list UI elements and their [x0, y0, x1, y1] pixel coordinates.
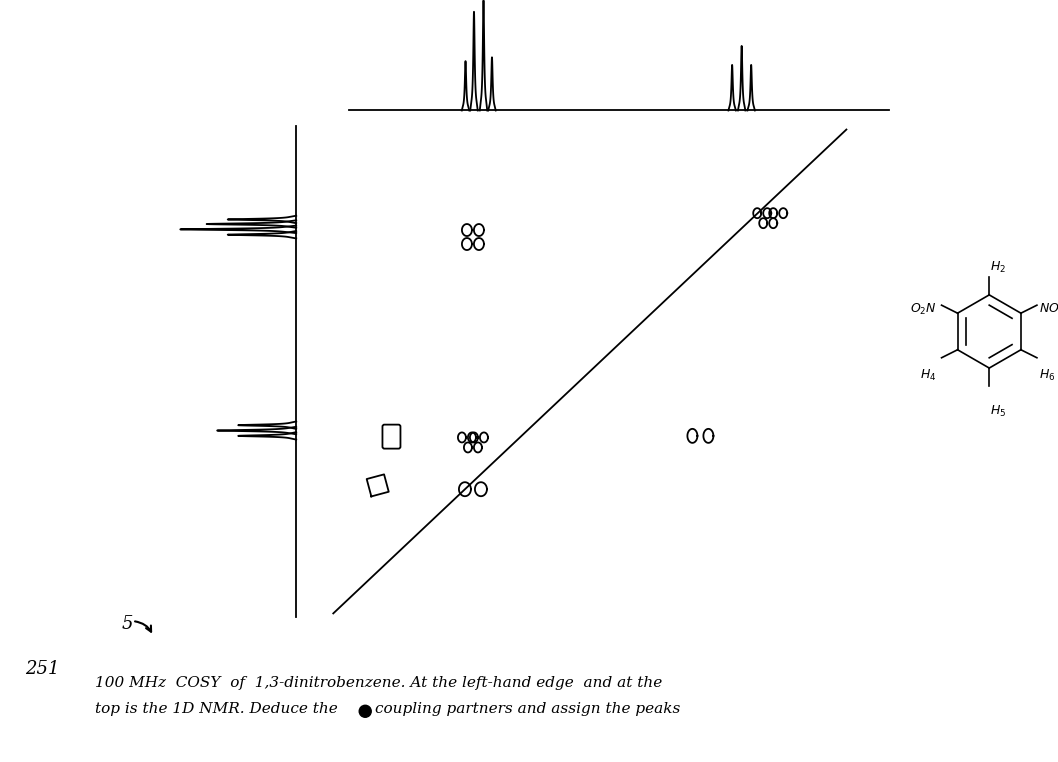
Text: coupling partners and assign the peaks: coupling partners and assign the peaks: [376, 703, 680, 716]
Text: 251: 251: [25, 661, 59, 678]
Circle shape: [360, 706, 371, 717]
Text: 100 MHz  COSY  of  1,3-dinitrobenzene. At the left-hand edge  and at the: 100 MHz COSY of 1,3-dinitrobenzene. At t…: [95, 676, 662, 690]
Text: $NO_2$: $NO_2$: [1039, 302, 1058, 317]
Text: top is the 1D NMR. Deduce the: top is the 1D NMR. Deduce the: [95, 703, 338, 716]
Text: $H_4$: $H_4$: [919, 368, 936, 383]
Text: $O_2N$: $O_2N$: [910, 302, 936, 317]
Text: $H_6$: $H_6$: [1039, 368, 1055, 383]
Text: $H_5$: $H_5$: [990, 404, 1006, 419]
Text: $H_2$: $H_2$: [990, 260, 1006, 275]
Text: 5: 5: [122, 615, 133, 632]
